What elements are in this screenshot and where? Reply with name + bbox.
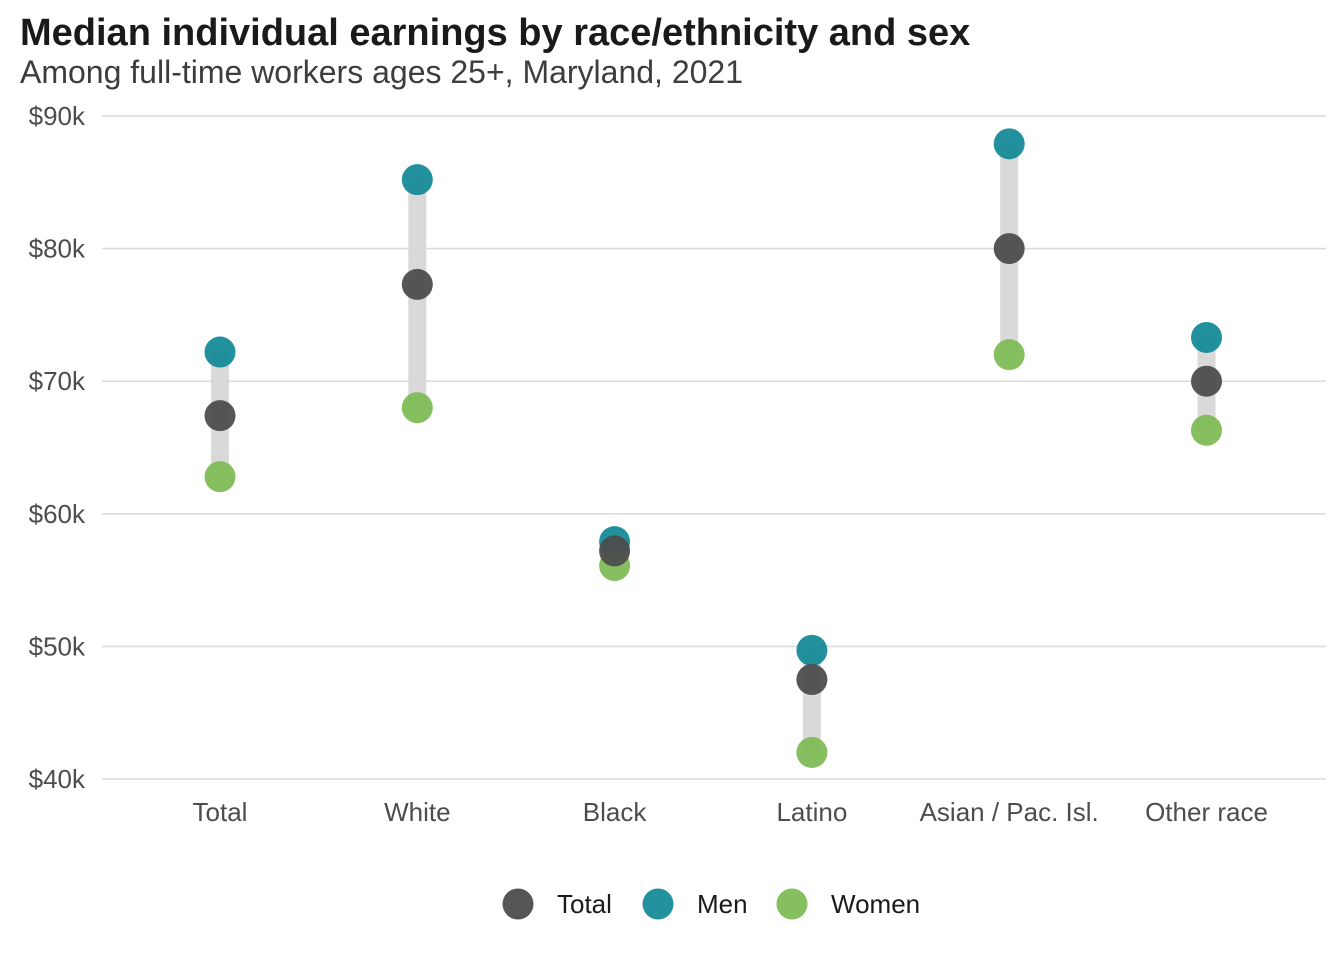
point-total: [599, 535, 631, 567]
point-total: [1191, 365, 1222, 397]
y-tick-label: $50k: [29, 631, 86, 661]
legend-label-men: Men: [697, 889, 748, 919]
point-women: [1191, 414, 1222, 446]
point-men: [993, 128, 1025, 160]
point-men: [1191, 321, 1222, 353]
point-total: [796, 664, 828, 696]
y-tick-label: $40k: [29, 764, 86, 794]
legend-swatch-women: [776, 888, 808, 920]
point-men: [796, 634, 828, 666]
legend-label-women: Women: [831, 889, 920, 919]
legend-swatch-total: [502, 888, 534, 920]
y-tick-label: $90k: [29, 101, 86, 131]
point-men: [401, 164, 433, 196]
legend-swatch-men: [642, 888, 674, 920]
point-women: [204, 461, 236, 493]
point-women: [796, 736, 828, 768]
x-tick-label: White: [384, 797, 450, 827]
chart-title: Median individual earnings by race/ethni…: [20, 12, 971, 54]
point-total: [993, 233, 1025, 265]
point-total: [401, 268, 433, 300]
point-men: [204, 336, 236, 368]
legend-label-total: Total: [557, 889, 612, 919]
y-tick-label: $70k: [29, 366, 86, 396]
x-tick-label: Total: [193, 797, 248, 827]
point-total: [204, 400, 236, 432]
y-tick-label: $60k: [29, 499, 86, 529]
x-tick-label: Black: [583, 797, 648, 827]
point-women: [401, 392, 433, 424]
x-tick-label: Other race: [1145, 797, 1268, 827]
point-women: [993, 339, 1025, 371]
y-tick-label: $80k: [29, 234, 86, 264]
x-tick-label: Latino: [776, 797, 847, 827]
x-tick-label: Asian / Pac. Isl.: [920, 797, 1099, 827]
chart-subtitle: Among full-time workers ages 25+, Maryla…: [20, 54, 744, 90]
